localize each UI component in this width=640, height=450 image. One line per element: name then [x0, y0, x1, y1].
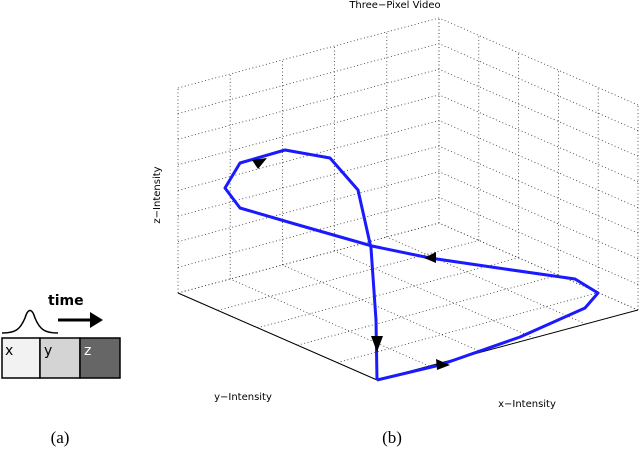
grid-line [438, 120, 639, 208]
grid-line [177, 17, 440, 89]
cell-z [79, 337, 121, 379]
grid-line [438, 222, 639, 311]
caption: (a) [51, 428, 70, 447]
pulse [1, 309, 59, 334]
panel-b: Three−Pixel Video z−Intensity y−Intensit… [152, 0, 639, 447]
cell-label: x [5, 343, 13, 359]
grid-line [438, 43, 639, 131]
grid-line [438, 94, 639, 183]
grid-line [438, 68, 639, 157]
time-arrowhead [90, 312, 103, 328]
grid-line [438, 17, 639, 106]
grid-line [177, 222, 440, 294]
cell-y [39, 337, 81, 379]
z-axis-label: z−Intensity [152, 166, 163, 223]
grid-line [177, 145, 440, 217]
grid-line [386, 236, 586, 325]
y-axis-label: y−Intensity [214, 392, 272, 403]
grid-line [438, 197, 639, 285]
cell-label: z [84, 343, 91, 359]
caption: (b) [382, 428, 402, 447]
direction-arrow [424, 252, 436, 263]
grid-line [177, 171, 440, 243]
plot-title: Three−Pixel Video [348, 0, 440, 11]
trajectory [223, 148, 600, 382]
grid-line [177, 68, 440, 140]
x-axis-label: x−Intensity [498, 399, 556, 410]
time-label: time [48, 293, 84, 309]
grid-line [282, 264, 482, 353]
grid-line [297, 274, 559, 346]
grid-line [230, 278, 430, 367]
grid-line [177, 196, 440, 268]
grid [177, 17, 639, 381]
direction-arrow [252, 158, 267, 169]
direction-arrow [371, 336, 383, 352]
y-axis-line [177, 292, 378, 381]
cell-label: y [44, 343, 52, 359]
panel-a: time x y z (a) [1, 293, 121, 447]
grid-line [438, 145, 639, 234]
grid-line [257, 257, 519, 329]
direction-arrow [436, 359, 450, 370]
grid-line [217, 240, 479, 311]
grid-line [334, 250, 534, 339]
grid-line [177, 43, 440, 115]
grid-line [438, 171, 639, 260]
